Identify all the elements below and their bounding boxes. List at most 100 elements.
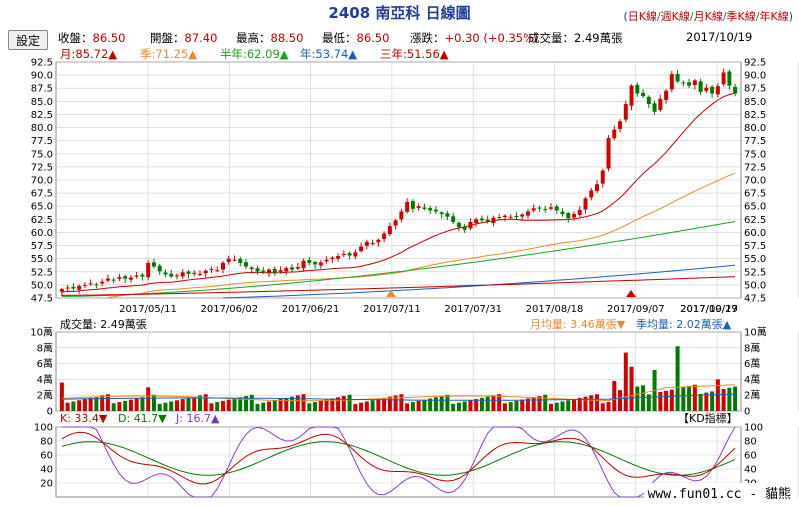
volume-tick-right: 2萬 xyxy=(744,389,760,402)
candle-body xyxy=(664,90,669,100)
candle-body xyxy=(244,262,249,267)
price-tick-right: 77.5 xyxy=(744,136,766,147)
candle-body xyxy=(681,82,686,84)
price-tick-left: 62.5 xyxy=(31,215,53,226)
candle-body xyxy=(451,216,456,222)
candle-body xyxy=(88,283,93,285)
date-tick: 2017/07/31 xyxy=(444,304,502,315)
ma-quarter-label: 季:71.25▲ xyxy=(140,47,198,61)
candle-body xyxy=(174,275,179,277)
volume-bar xyxy=(623,352,628,411)
volume-bar xyxy=(462,401,467,411)
volume-bar xyxy=(525,398,530,411)
volume-tick-right: 0 xyxy=(744,407,750,418)
candle-body xyxy=(479,218,484,221)
volume-bar xyxy=(715,379,720,411)
volume-bar xyxy=(232,398,237,411)
candle-body xyxy=(261,270,266,272)
volume-value: 2.49萬張 xyxy=(574,31,623,45)
volume-bar xyxy=(324,399,329,411)
volume-bar xyxy=(59,382,64,411)
candle-body xyxy=(347,253,352,256)
candle-body xyxy=(715,86,720,95)
volume-bar xyxy=(387,396,392,411)
price-tick-right: 92.5 xyxy=(744,58,766,69)
price-tick-left: 92.5 xyxy=(31,58,53,69)
candle-body xyxy=(543,208,548,210)
volume-month-avg-line xyxy=(61,384,736,402)
candle-body xyxy=(405,202,410,212)
date-tick: 2017/08/18 xyxy=(526,304,584,315)
volume-bar xyxy=(359,402,364,411)
volume-bar xyxy=(399,394,404,411)
weekly-k-link[interactable]: 週K線 xyxy=(660,10,690,23)
candle-body xyxy=(209,269,214,271)
date-info: 2017/10/19 xyxy=(686,30,753,44)
volume-bar xyxy=(554,402,559,411)
price-tick-left: 50.0 xyxy=(31,280,53,291)
candle-body xyxy=(646,96,651,104)
volume-bar xyxy=(577,397,582,411)
volume-bar xyxy=(284,397,289,411)
volume-bar xyxy=(410,402,415,411)
candle-body xyxy=(491,217,496,224)
yearly-k-link[interactable]: 年K線 xyxy=(759,10,789,23)
volume-bar xyxy=(330,398,335,411)
ma-turn-marker xyxy=(386,290,396,297)
candle-body xyxy=(698,81,703,92)
monthly-k-link[interactable]: 月K線 xyxy=(693,10,723,23)
volume-bar xyxy=(675,346,680,411)
volume-bar xyxy=(105,394,110,411)
candle-body xyxy=(169,273,174,277)
volume-bar xyxy=(336,397,341,411)
candle-body xyxy=(140,274,145,277)
price-tick-left: 82.5 xyxy=(31,110,53,121)
volume-bar xyxy=(209,403,214,411)
volume-bar xyxy=(318,400,323,411)
volume-bar xyxy=(215,402,220,411)
ma-line-0 xyxy=(61,92,736,293)
volume-bar xyxy=(502,403,507,411)
volume-bar xyxy=(307,403,312,411)
volume-bar xyxy=(94,396,99,411)
price-tick-right: 52.5 xyxy=(744,267,766,278)
low-value: 86.50 xyxy=(356,31,390,45)
open-info: 開盤：87.40 xyxy=(150,31,218,45)
ma-month-label: 月:85.72▲ xyxy=(60,47,118,61)
price-tick-left: 75.0 xyxy=(31,149,53,160)
volume-bar xyxy=(595,394,600,411)
price-tick-right: 75.0 xyxy=(744,149,766,160)
candle-body xyxy=(439,212,444,215)
price-tick-right: 55.0 xyxy=(744,254,766,265)
settings-button[interactable]: 設定 xyxy=(8,30,48,50)
volume-bar xyxy=(531,397,536,411)
price-tick-right: 50.0 xyxy=(744,280,766,291)
volume-bar xyxy=(710,391,715,411)
candle-body xyxy=(618,121,623,129)
volume-bar xyxy=(353,403,358,411)
volume-bar xyxy=(583,396,588,411)
volume-bar xyxy=(117,402,122,411)
candle-body xyxy=(600,170,605,184)
candle-body xyxy=(583,198,588,210)
candle-body xyxy=(128,277,133,280)
candle-body xyxy=(727,71,732,86)
volume-bar xyxy=(341,396,346,411)
kd-tick-left: 100 xyxy=(34,423,53,434)
chart-title: 2408 南亞科 日線圖 xyxy=(328,4,471,22)
price-tick-right: 87.5 xyxy=(744,84,766,95)
quarterly-k-link[interactable]: 季K線 xyxy=(726,10,756,23)
daily-k-link[interactable]: 日K線 xyxy=(627,10,657,23)
candle-body xyxy=(364,241,369,246)
candle-body xyxy=(341,253,346,256)
volume-bar xyxy=(445,394,450,411)
volume-bar xyxy=(197,395,202,411)
volume-bar xyxy=(687,385,692,411)
volume-tick-right: 4萬 xyxy=(744,373,760,386)
price-tick-left: 87.5 xyxy=(31,84,53,95)
volume-bar xyxy=(669,389,674,411)
candle-body xyxy=(393,220,398,226)
candle-body xyxy=(255,268,260,272)
volume-bar xyxy=(100,395,105,411)
volume-bar xyxy=(82,399,87,411)
